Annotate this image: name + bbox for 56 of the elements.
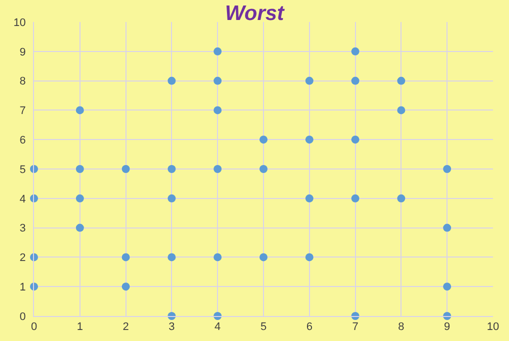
y-tick-label: 0	[20, 310, 26, 323]
chart-title: Worst	[224, 2, 286, 25]
x-tick-label: 8	[398, 321, 404, 334]
point	[122, 253, 130, 262]
point	[305, 76, 314, 85]
point	[351, 136, 360, 144]
y-tick-label: 2	[20, 252, 26, 264]
x-tick-label: 2	[122, 321, 129, 334]
x-tick-label: 4	[214, 321, 221, 334]
point	[214, 106, 222, 114]
point	[214, 47, 222, 56]
point	[122, 165, 130, 173]
y-tick-label: 3	[20, 222, 26, 235]
y-tick-label: 4	[20, 193, 26, 206]
point	[351, 47, 360, 56]
point	[351, 76, 360, 85]
x-tick-label: 0	[30, 321, 38, 334]
point	[76, 106, 84, 114]
point	[76, 165, 84, 173]
point	[122, 282, 130, 291]
x-tick-label: 6	[306, 321, 312, 334]
point	[76, 194, 84, 202]
point	[397, 76, 406, 85]
point	[305, 136, 314, 144]
point	[214, 253, 222, 262]
point	[351, 194, 360, 202]
point	[443, 165, 452, 173]
point	[76, 224, 84, 232]
y-tick-label: 8	[20, 76, 26, 88]
point	[214, 76, 222, 85]
point	[260, 253, 268, 262]
x-tick-label: 3	[168, 321, 175, 334]
x-tick-label: 9	[444, 321, 450, 334]
y-tick-label: 10	[14, 16, 26, 29]
y-tick-label: 7	[20, 105, 26, 118]
point	[168, 76, 176, 85]
x-tick-label: 10	[486, 321, 500, 334]
y-tick-label: 6	[20, 134, 26, 146]
x-tick-label: 5	[260, 321, 267, 334]
point	[168, 253, 176, 262]
point	[168, 165, 176, 173]
point	[397, 194, 406, 202]
y-tick-label: 9	[20, 46, 26, 58]
point	[305, 194, 314, 202]
y-tick-label: 1	[20, 281, 26, 294]
point	[260, 165, 268, 173]
point	[397, 106, 406, 114]
point	[260, 136, 268, 144]
x-tick-label: 1	[76, 321, 83, 334]
point	[305, 253, 314, 262]
y-tick-label: 5	[20, 164, 26, 176]
point	[443, 282, 452, 291]
point	[443, 224, 452, 232]
x-tick-label: 7	[352, 321, 358, 334]
point	[214, 165, 222, 173]
point	[168, 194, 176, 202]
